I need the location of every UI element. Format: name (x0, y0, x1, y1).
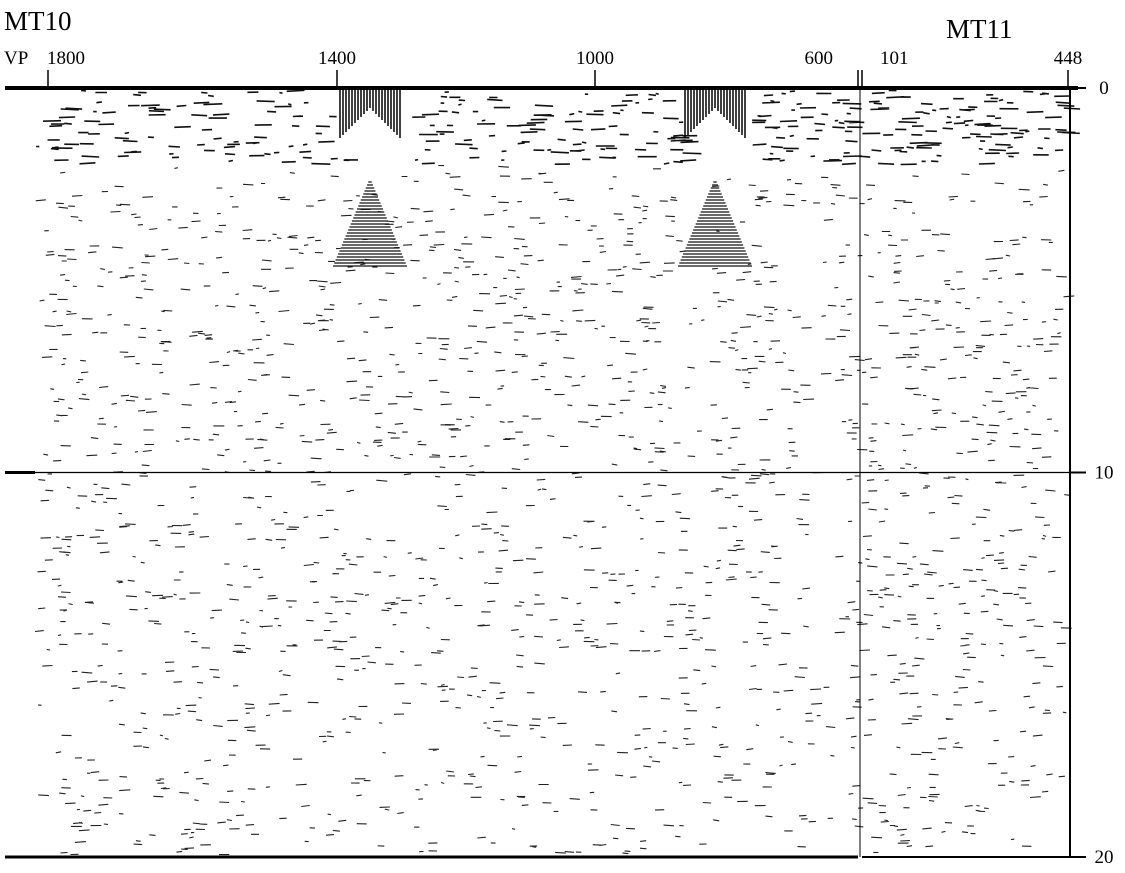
time-tick-label: 20 (1095, 847, 1114, 868)
left-line-label: MT10 (4, 6, 72, 36)
time-tick-label: 10 (1095, 463, 1114, 484)
background (0, 0, 1125, 873)
vp-tick-label: 1800 (47, 48, 85, 69)
vp-tick-label: 101 (880, 48, 909, 69)
vp-prefix: VP (4, 48, 28, 69)
vp-tick-label: 600 (805, 48, 834, 69)
vp-tick-label: 448 (1054, 48, 1083, 69)
right-line-label: MT11 (946, 14, 1013, 44)
vp-tick-label: 1000 (576, 48, 614, 69)
vp-tick-label: 1400 (318, 48, 356, 69)
time-tick-label: 0 (1099, 78, 1109, 99)
seismic-figure: MT10 MT11 VP 1800 1400 1000 600 101 448 0 10 20 (0, 0, 1125, 873)
